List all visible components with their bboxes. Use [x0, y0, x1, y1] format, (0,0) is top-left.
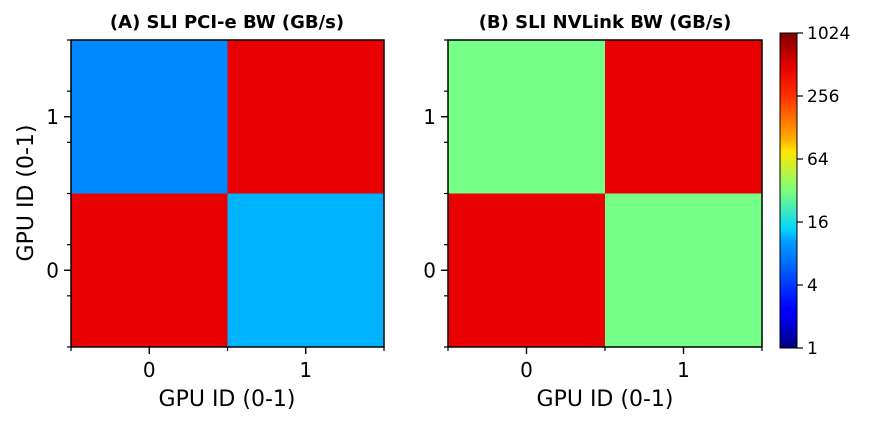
heatmap-cell-a-x0-y0 [71, 193, 228, 347]
panel-b-x-tick-label: 1 [677, 358, 690, 382]
colorbar-tick-label: 256 [807, 87, 839, 107]
colorbar-tick-label: 1 [807, 339, 818, 359]
colorbar-ticks: 1 4 16 64 256 1024 [797, 24, 850, 359]
heatmap-cell-a-x0-y1 [71, 40, 228, 194]
heatmap-cell-b-x1-y1 [605, 40, 762, 194]
colorbar-tick-label: 16 [807, 213, 829, 233]
heatmap-cell-b-x0-y1 [448, 40, 605, 194]
colorbar-tick-label: 1024 [807, 24, 850, 44]
panel-b-y-tick-label: 1 [423, 105, 436, 129]
panel-b-y-tick-label: 0 [423, 258, 436, 282]
panel-a-y-tick-label: 0 [46, 258, 59, 282]
panel-a-y-tick-label: 1 [46, 105, 59, 129]
heatmap-cell-a-x1-y0 [227, 193, 384, 347]
panel-a: (A) SLI PCI-e BW (GB/s) 0 1 0 1 GPU ID (0-1… [14, 12, 385, 412]
colorbar: 1 4 16 64 256 1024 [779, 24, 850, 359]
panel-b: (B) SLI NVLink BW (GB/s) 0 1 0 1 GPU ID (0-… [423, 12, 763, 412]
panel-a-x-tick-label: 0 [143, 358, 156, 382]
panel-a-cells [71, 40, 384, 347]
panel-b-cells [448, 40, 762, 347]
panel-a-ticks: 0 1 0 1 [46, 39, 385, 382]
colorbar-gradient [779, 32, 798, 349]
heatmap-cell-a-x1-y1 [227, 40, 384, 194]
panel-b-xlabel: GPU ID (0-1) [537, 387, 674, 412]
panel-b-ticks: 0 1 0 1 [423, 39, 763, 382]
heatmap-cell-b-x0-y0 [448, 193, 605, 347]
panel-a-ylabel: GPU ID (0-1) [14, 125, 39, 262]
panel-b-x-tick-label: 0 [520, 358, 533, 382]
panel-a-title: (A) SLI PCI-e BW (GB/s) [110, 12, 344, 33]
panel-b-title: (B) SLI NVLink BW (GB/s) [479, 12, 732, 33]
panel-a-x-tick-label: 1 [299, 358, 312, 382]
heatmap-cell-b-x1-y0 [605, 193, 762, 347]
colorbar-tick-label: 4 [807, 276, 818, 296]
panel-a-xlabel: GPU ID (0-1) [159, 387, 296, 412]
colorbar-tick-label: 64 [807, 150, 829, 170]
